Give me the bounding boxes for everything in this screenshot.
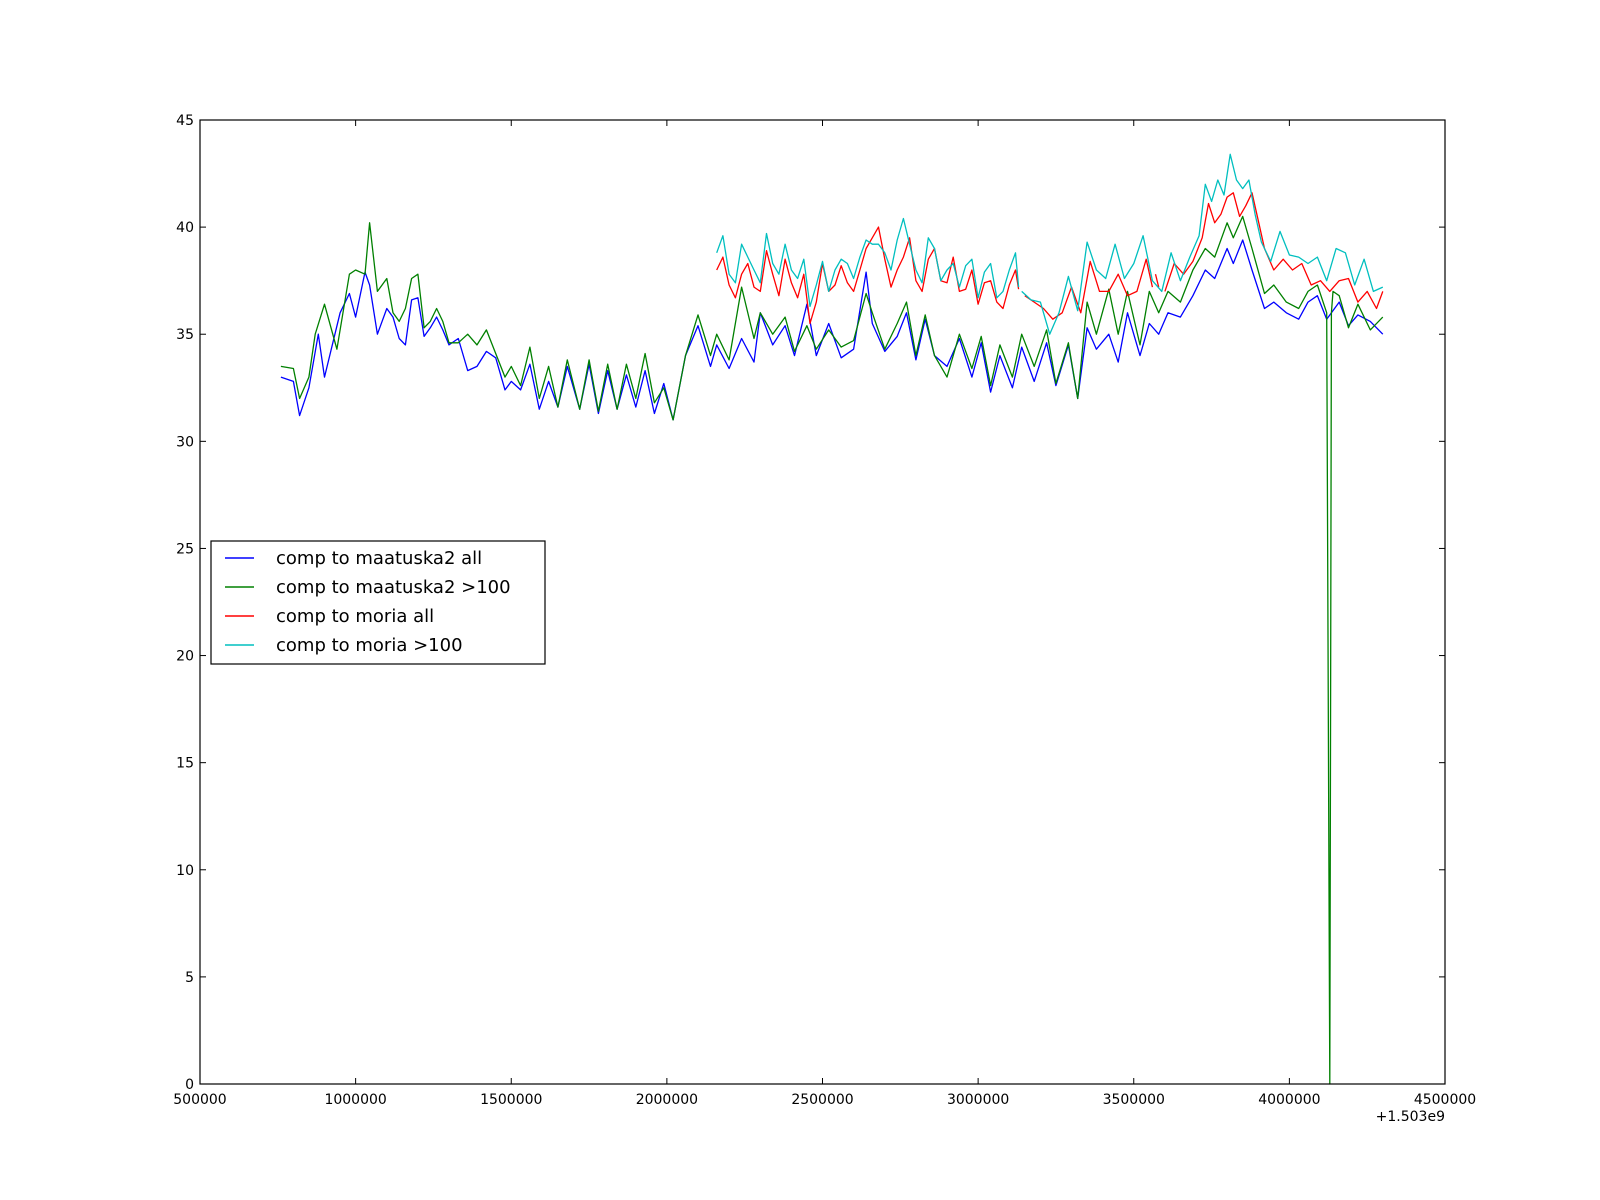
series-line-2-segment-1 (280, 215, 1384, 1085)
x-axis: 500000 1000000 1500000 2000000 2500000 300000… (173, 120, 1476, 1108)
x-offset-label: +1.503e9 (1376, 1109, 1445, 1125)
series-line-3-segment-3 (1154, 274, 1160, 288)
x-tick-label: 1000000 (324, 1092, 386, 1108)
x-tick-label: 4500000 (1414, 1092, 1476, 1108)
legend-label: comp to moria all (276, 606, 434, 627)
y-tick-label: 25 (176, 541, 194, 557)
x-tick-label: 500000 (173, 1092, 226, 1108)
y-tick-label: 10 (176, 863, 194, 879)
legend-label: comp to maatuska2 all (276, 548, 482, 569)
y-tick-label: 15 (176, 756, 194, 772)
series-line-3-segment-2 (1024, 258, 1154, 320)
x-tick-label: 2500000 (791, 1092, 853, 1108)
y-tick-label: 35 (176, 327, 194, 343)
y-tick-label: 20 (176, 649, 194, 665)
x-tick-label: 2000000 (636, 1092, 698, 1108)
legend-label: comp to moria >100 (276, 635, 463, 656)
series-layer (280, 153, 1384, 1085)
series-line-3-segment-1 (716, 226, 1020, 325)
y-axis: 0 5 10 15 20 25 30 35 40 45 (176, 113, 1445, 1093)
legend-label: comp to maatuska2 >100 (276, 577, 511, 598)
y-tick-label: 30 (176, 434, 194, 450)
y-tick-label: 0 (185, 1077, 194, 1093)
legend-box (210, 540, 546, 665)
y-tick-label: 40 (176, 220, 194, 236)
x-tick-label: 1500000 (480, 1092, 542, 1108)
series-line-1-segment-1 (280, 239, 1384, 421)
x-tick-label: 4000000 (1258, 1092, 1320, 1108)
x-tick-label: 3000000 (947, 1092, 1009, 1108)
y-tick-label: 5 (185, 970, 194, 986)
y-tick-label: 45 (176, 113, 194, 129)
series-line-4-segment-1 (716, 217, 1020, 308)
series-line-4-segment-2 (1021, 153, 1384, 335)
legend: comp to maatuska2 all comp to maatuska2 >… (210, 540, 546, 665)
x-tick-label: 3500000 (1103, 1092, 1165, 1108)
series-line-3-segment-4 (1164, 192, 1384, 310)
